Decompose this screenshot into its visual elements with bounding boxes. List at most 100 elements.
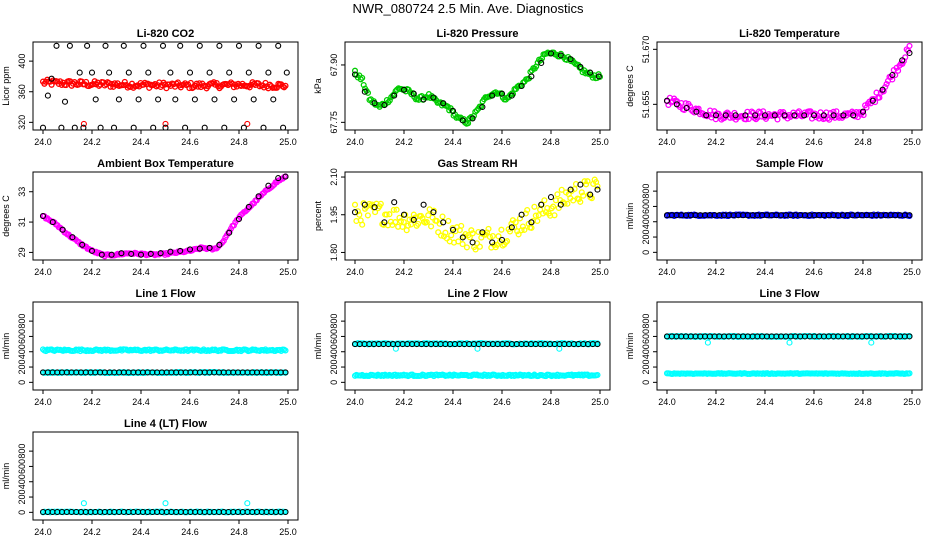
y-axis-label: ml/min <box>625 203 635 230</box>
data-point <box>531 203 538 210</box>
data-point <box>557 201 564 208</box>
chart-title: Li-820 Pressure <box>437 28 519 40</box>
x-tick-label: 24.0 <box>658 397 676 407</box>
data-point <box>106 69 113 76</box>
x-tick-label: 24.2 <box>707 137 725 147</box>
data-point <box>130 124 137 130</box>
data-point <box>283 69 290 76</box>
y-tick-label: 320 <box>17 115 27 130</box>
data-point <box>95 82 103 89</box>
data-point <box>157 250 164 257</box>
data-point <box>801 112 808 119</box>
x-tick-label: 24.6 <box>181 137 199 147</box>
data-point <box>486 233 493 240</box>
y-axis-label: Licor ppm <box>1 66 11 106</box>
data-point <box>786 339 793 346</box>
x-tick-label: 24.4 <box>756 137 774 147</box>
data-point <box>141 79 148 86</box>
data-point <box>187 79 194 86</box>
y-tick-label: 200 <box>17 490 27 505</box>
x-tick-label: 24.4 <box>444 137 462 147</box>
data-point <box>44 92 51 99</box>
data-point <box>120 82 127 89</box>
x-tick-label: 24.4 <box>132 527 150 537</box>
data-point <box>781 112 788 119</box>
x-tick-label: 24.8 <box>542 267 560 277</box>
series-average <box>351 181 601 246</box>
y-tick-label: 200 <box>641 230 651 245</box>
chart-co2: Li-820 CO2 Licor ppm 24.0 24.2 24.4 24.6 24.8 2… <box>1 28 299 147</box>
data-point <box>167 69 174 76</box>
data-point <box>137 251 145 258</box>
x-tick-label: 24.2 <box>395 267 413 277</box>
chart-title: Line 4 (LT) Flow <box>124 418 207 430</box>
data-point <box>830 112 837 119</box>
series-raw <box>663 42 913 123</box>
chart-title: Line 3 Flow <box>760 288 820 300</box>
x-tick-label: 25.0 <box>591 397 609 407</box>
data-point <box>191 96 198 103</box>
data-point <box>260 124 267 130</box>
data-point <box>76 69 83 76</box>
y-tick-label: 0 <box>641 380 651 385</box>
y-tick-label: 400 <box>17 344 27 359</box>
data-point <box>594 341 601 348</box>
data-point <box>150 124 157 130</box>
data-point <box>48 75 55 82</box>
data-point <box>390 206 397 213</box>
data-point <box>265 182 272 189</box>
data-point <box>108 251 115 258</box>
y-tick-label: 0 <box>17 380 27 385</box>
data-point <box>193 80 200 87</box>
series-raw <box>39 76 289 92</box>
data-point <box>547 50 555 57</box>
data-point <box>84 42 91 49</box>
data-point <box>230 222 237 229</box>
data-point <box>174 79 181 86</box>
data-point <box>235 42 243 49</box>
x-tick-label: 24.2 <box>83 267 101 277</box>
data-point <box>177 42 184 49</box>
data-point <box>577 63 584 70</box>
chart-rh: Gas Stream RH percent 24.0 24.2 24.4 24.6 24.8… <box>313 158 611 277</box>
data-point <box>360 200 367 207</box>
data-point <box>211 96 218 103</box>
data-point <box>703 112 710 119</box>
x-tick-label: 24.6 <box>181 397 199 407</box>
data-point <box>255 42 262 49</box>
data-point <box>428 223 435 230</box>
y-tick-label: 67.90 <box>329 54 339 77</box>
chart-line3: Line 3 Flow ml/min 24.0 24.2 24.4 24.6 24.8 25.… <box>625 288 923 407</box>
chart-pressure: Li-820 Pressure kPa 24.0 24.2 24.4 24.6 24.8 25… <box>313 28 611 147</box>
data-point <box>393 206 400 213</box>
x-tick-label: 24.4 <box>444 397 462 407</box>
data-point <box>448 232 455 239</box>
data-point <box>558 186 565 193</box>
data-point <box>400 86 408 93</box>
data-point <box>472 246 479 253</box>
data-point <box>508 92 515 99</box>
data-point <box>547 194 555 201</box>
data-point <box>420 201 427 208</box>
y-tick-label: 800 <box>329 314 339 329</box>
data-point <box>265 69 272 76</box>
series-average <box>351 341 601 348</box>
plot-frame <box>32 301 299 391</box>
data-point <box>468 227 475 234</box>
data-point <box>906 212 913 219</box>
data-point <box>587 191 594 198</box>
y-tick-label: 0 <box>17 510 27 515</box>
data-point <box>594 186 601 193</box>
data-point <box>282 508 289 516</box>
data-point <box>580 192 587 199</box>
x-tick-label: 24.8 <box>230 397 248 407</box>
data-point <box>282 369 289 376</box>
data-point <box>476 243 483 250</box>
x-tick-label: 25.0 <box>279 527 297 537</box>
data-point <box>410 216 417 223</box>
data-point <box>469 115 476 122</box>
y-tick-label: 400 <box>641 344 651 359</box>
y-tick-label: 1.95 <box>329 206 339 224</box>
x-tick-label: 24.4 <box>444 267 462 277</box>
y-tick-label: 400 <box>641 214 651 229</box>
